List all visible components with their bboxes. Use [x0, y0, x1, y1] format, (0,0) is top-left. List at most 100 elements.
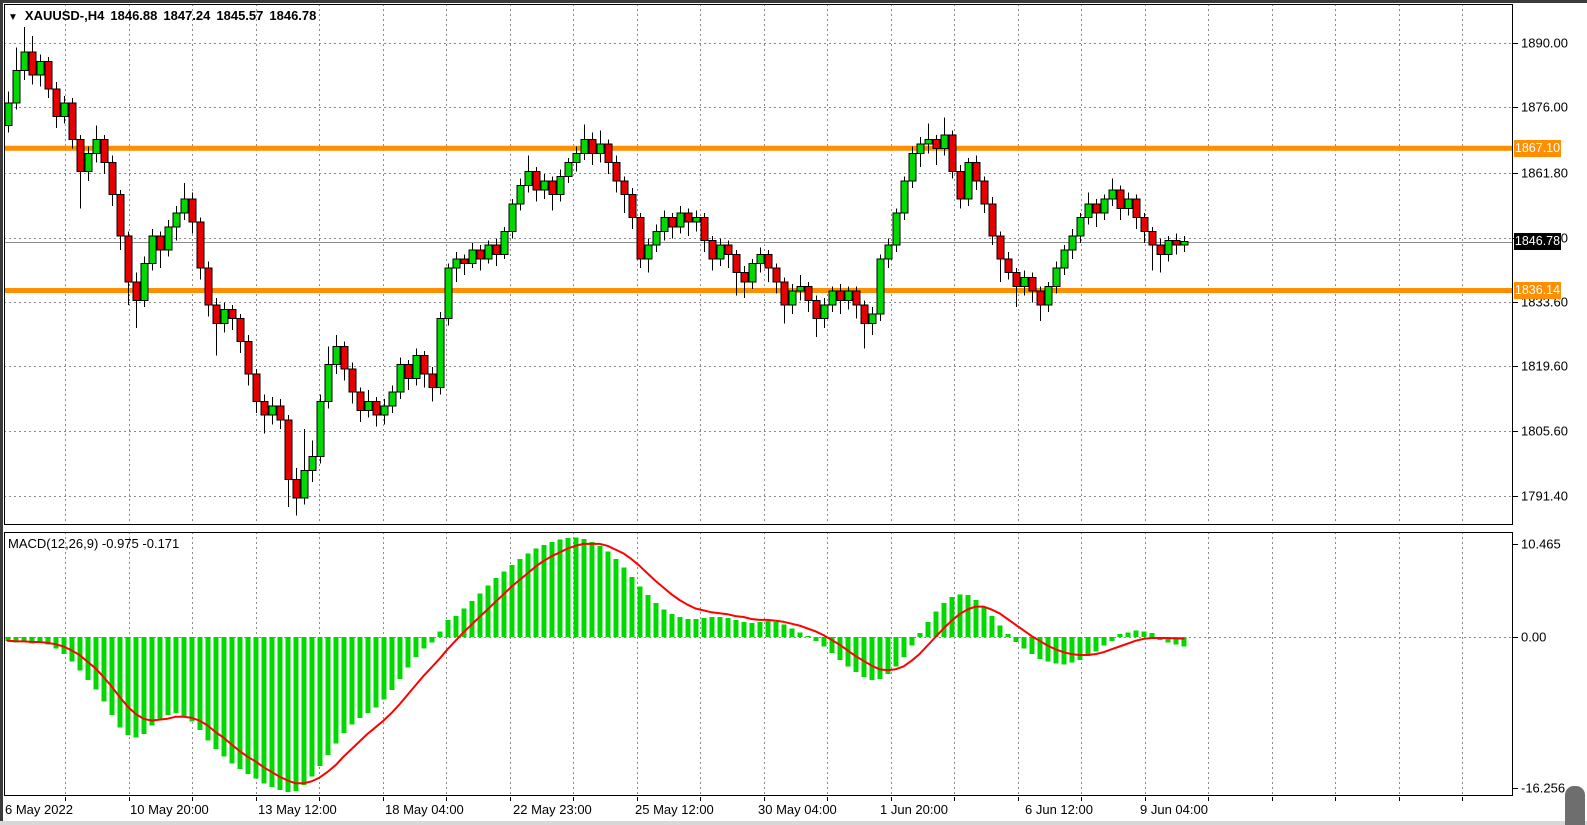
candle-bull	[324, 364, 333, 402]
price-axis-tick	[1513, 173, 1518, 174]
candle-bull	[36, 60, 45, 76]
main-chart-canvas[interactable]	[4, 4, 1513, 525]
candle-bull	[892, 212, 901, 246]
time-axis-tick	[1272, 797, 1273, 801]
candle-bear	[372, 400, 381, 416]
candle-bear	[732, 253, 741, 274]
candle-bull	[220, 309, 229, 324]
time-axis-label: 25 May 12:00	[635, 802, 714, 817]
time-axis-label: 22 May 23:00	[513, 802, 592, 817]
main-chart-panel[interactable]	[4, 4, 1513, 525]
candle-bear	[244, 341, 253, 375]
candle-bull	[524, 171, 533, 186]
window-border-top	[0, 0, 1587, 3]
time-axis-tick	[446, 797, 447, 801]
time-axis-tick	[1018, 797, 1019, 801]
candle-bear	[428, 373, 437, 389]
candle-bull	[572, 152, 581, 163]
macd-axis-tick	[1513, 637, 1518, 638]
vertical-scrollbar-thumb[interactable]	[1565, 786, 1585, 825]
candle-bear	[68, 102, 77, 141]
macd-axis-label: 0.00	[1521, 629, 1547, 645]
time-axis-tick	[256, 797, 257, 801]
candle-bull	[1068, 235, 1077, 251]
candle-bear	[188, 198, 197, 223]
candle-bull	[516, 184, 525, 205]
candle-bull	[788, 290, 797, 306]
candle-bull	[940, 134, 949, 150]
candle-bear	[100, 139, 109, 163]
time-axis-label: 13 May 12:00	[258, 802, 337, 817]
time-axis-tick	[1335, 797, 1336, 801]
main-panel-border	[4, 4, 1513, 525]
candle-bear	[860, 304, 869, 324]
time-axis-label: 6 May 2022	[5, 802, 73, 817]
candle-bull	[748, 263, 757, 283]
candle-bull	[796, 286, 805, 292]
candle-bear	[340, 345, 349, 370]
candle-bear	[708, 240, 717, 260]
candle-bull	[644, 244, 653, 260]
candle-bear	[356, 391, 365, 412]
candle-bull	[396, 364, 405, 393]
candle-bear	[604, 143, 613, 163]
level-price-badge-1867: 1867.10	[1514, 139, 1561, 157]
candle-bull	[924, 139, 933, 145]
candle-bear	[28, 51, 37, 76]
candle-bull	[308, 456, 317, 471]
candle-bull	[268, 405, 277, 416]
price-axis-label: 1805.60	[1521, 423, 1568, 439]
candle-bull	[1076, 217, 1085, 237]
candle-bear	[1036, 290, 1045, 306]
candle-bear	[612, 161, 621, 182]
candle-bull	[140, 263, 149, 301]
candle-bull	[60, 102, 69, 118]
candle-bull	[412, 354, 421, 379]
symbol-dropdown-icon[interactable]: ▼	[8, 12, 18, 23]
candle-bull	[692, 217, 701, 223]
candle-bear	[284, 419, 293, 480]
candle-bull	[756, 253, 765, 265]
macd-axis-label: 10.465	[1521, 536, 1561, 552]
chart-title: ▼ XAUUSD-,H4 1846.88 1847.24 1845.57 1846.78	[8, 8, 322, 23]
time-axis-tick	[891, 797, 892, 801]
candle-bull	[4, 102, 13, 127]
candle-bear	[460, 258, 469, 265]
price-axis-label: 1876.00	[1521, 99, 1568, 115]
price-axis-tick	[1513, 431, 1518, 432]
macd-indicator-panel[interactable]	[4, 532, 1513, 796]
candle-bull	[556, 175, 565, 196]
candle-bear	[404, 364, 413, 379]
candle-bear	[132, 281, 141, 301]
macd-chart-canvas[interactable]	[4, 532, 1513, 796]
time-axis-tick	[764, 797, 765, 801]
candle-bear	[236, 318, 245, 343]
price-axis-label: 1791.40	[1521, 488, 1568, 504]
candle-bear	[420, 354, 429, 375]
candle-bull	[964, 161, 973, 200]
macd-axis-tick	[1513, 788, 1518, 789]
candle-bear	[588, 139, 597, 154]
candle-bull	[876, 258, 885, 315]
candle-bull	[468, 249, 477, 265]
candle-bull	[332, 345, 341, 366]
candle-bear	[532, 171, 541, 191]
candle-bull	[868, 313, 877, 324]
candle-bear	[1012, 272, 1021, 288]
time-axis-tick	[573, 797, 574, 801]
candle-bear	[1116, 189, 1125, 209]
time-axis-label: 10 May 20:00	[130, 802, 209, 817]
horizontal-level-lines[interactable]	[4, 145, 1513, 293]
candle-bear	[1140, 217, 1149, 232]
candle-bull	[580, 139, 589, 154]
candle-bull	[484, 244, 493, 260]
time-axis-tick	[827, 797, 828, 801]
candle-bear	[764, 253, 773, 269]
ohlc-low: 1845.57	[216, 8, 264, 23]
candle-bull	[84, 152, 93, 173]
time-axis-tick	[129, 797, 130, 801]
price-axis-label: 1861.80	[1521, 165, 1568, 181]
time-axis-tick	[383, 797, 384, 801]
time-axis-tick	[1462, 797, 1463, 801]
candle-bear	[772, 267, 781, 283]
